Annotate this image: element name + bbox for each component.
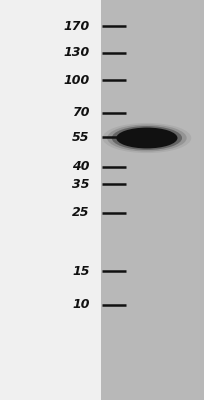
Text: 40: 40 xyxy=(72,160,90,173)
Text: 25: 25 xyxy=(72,206,90,219)
Ellipse shape xyxy=(102,123,191,153)
Text: 130: 130 xyxy=(63,46,90,59)
Ellipse shape xyxy=(116,128,177,148)
Text: 35: 35 xyxy=(72,178,90,190)
Bar xyxy=(0,0,101,400)
Text: 170: 170 xyxy=(63,20,90,32)
Text: 100: 100 xyxy=(63,74,90,86)
Text: 15: 15 xyxy=(72,265,90,278)
Ellipse shape xyxy=(112,126,182,150)
Text: 55: 55 xyxy=(72,131,90,144)
Ellipse shape xyxy=(107,124,187,152)
Text: 70: 70 xyxy=(72,106,90,119)
Text: 10: 10 xyxy=(72,298,90,311)
